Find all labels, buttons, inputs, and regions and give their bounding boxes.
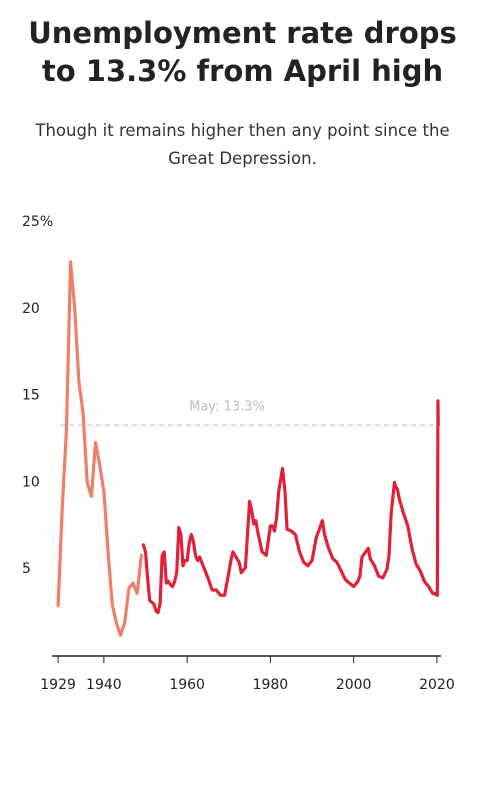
x-tick-label: 2000 xyxy=(336,677,372,693)
annotation-label: May: 13.3% xyxy=(189,400,265,415)
x-tick-label: 1960 xyxy=(169,677,205,693)
y-tick-label: 25% xyxy=(22,214,53,230)
series-line xyxy=(141,399,440,615)
x-tick-label: 1929 xyxy=(40,677,76,693)
series-line xyxy=(56,260,143,637)
x-tick-label: 1940 xyxy=(86,677,122,693)
y-tick-label: 15 xyxy=(22,388,40,404)
y-tick-label: 5 xyxy=(22,561,31,577)
chart-title: Unemployment rate drops to 13.3% from Ap… xyxy=(28,16,457,88)
y-tick-label: 10 xyxy=(22,474,40,490)
chart-subtitle: Though it remains higher then any point … xyxy=(35,121,450,168)
x-tick-label: 2020 xyxy=(419,677,455,693)
y-tick-label: 20 xyxy=(22,301,40,317)
x-tick-label: 1980 xyxy=(253,677,289,693)
